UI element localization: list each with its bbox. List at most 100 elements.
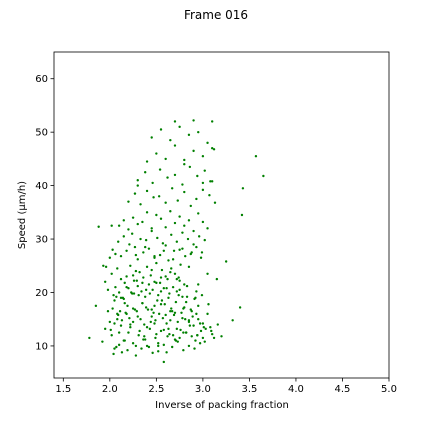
scatter-point xyxy=(124,311,127,314)
scatter-point xyxy=(216,323,219,326)
scatter-point xyxy=(159,276,163,279)
scatter-point xyxy=(131,274,135,277)
scatter-point xyxy=(149,320,152,324)
scatter-point xyxy=(148,292,152,295)
x-axis-label: Inverse of packing fraction xyxy=(155,400,289,411)
scatter-point xyxy=(158,168,162,171)
scatter-point xyxy=(206,272,209,275)
scatter-point xyxy=(123,301,126,305)
scatter-point xyxy=(145,189,149,193)
scatter-point xyxy=(169,138,172,142)
scatter-point xyxy=(135,279,139,282)
scatter-point xyxy=(181,183,184,186)
scatter-point xyxy=(206,227,209,230)
scatter-point xyxy=(115,295,118,298)
scatter-point xyxy=(136,179,139,182)
scatter-point xyxy=(193,347,196,350)
scatter-point xyxy=(195,245,198,249)
scatter-point xyxy=(152,196,155,199)
scatter-point xyxy=(110,224,113,227)
scatter-point xyxy=(172,249,176,253)
scatter-point xyxy=(131,342,135,345)
scatter-point xyxy=(173,144,177,147)
scatter-point xyxy=(136,184,139,187)
scatter-point xyxy=(110,334,113,337)
scatter-point xyxy=(161,316,165,320)
scatter-point xyxy=(192,119,195,122)
scatter-point xyxy=(178,336,181,340)
scatter-point xyxy=(122,219,125,222)
scatter-point xyxy=(147,247,151,250)
scatter-point xyxy=(113,299,116,302)
scatter-point xyxy=(167,259,170,262)
scatter-point xyxy=(162,287,166,290)
scatter-point xyxy=(201,181,205,185)
scatter-point xyxy=(177,293,180,297)
scatter-point xyxy=(159,303,163,306)
scatter-point xyxy=(197,283,200,286)
scatter-point xyxy=(241,187,245,190)
scatter-point xyxy=(133,308,137,311)
scatter-point xyxy=(127,287,130,290)
scatter-point xyxy=(106,288,110,292)
scatter-point xyxy=(192,243,195,246)
scatter-point xyxy=(119,296,123,300)
scatter-point xyxy=(201,322,205,325)
scatter-point xyxy=(151,351,154,355)
scatter-point xyxy=(195,197,198,201)
scatter-point xyxy=(206,141,209,145)
scatter-point xyxy=(220,335,223,338)
scatter-point xyxy=(168,332,171,336)
scatter-point xyxy=(262,174,265,178)
scatter-point xyxy=(179,328,182,332)
scatter-point xyxy=(143,171,147,174)
scatter-point xyxy=(181,316,184,320)
scatter-point xyxy=(210,332,214,336)
scatter-point xyxy=(112,352,115,356)
scatter-point xyxy=(197,318,200,321)
scatter-point xyxy=(210,329,213,333)
scatter-point xyxy=(112,293,115,297)
scatter-point xyxy=(132,292,136,295)
scatter-point xyxy=(209,326,212,329)
x-tick-label: 4.5 xyxy=(335,384,351,395)
scatter-point xyxy=(210,120,214,123)
scatter-point xyxy=(146,308,150,311)
scatter-point xyxy=(240,213,244,217)
scatter-point xyxy=(208,194,211,197)
scatter-point xyxy=(131,307,135,310)
scatter-point xyxy=(143,338,147,341)
scatter-point xyxy=(157,312,161,316)
y-tick-label: 40 xyxy=(35,181,48,192)
scatter-point xyxy=(169,270,172,274)
scatter-point xyxy=(106,310,110,313)
scatter-point xyxy=(131,320,135,324)
scatter-point xyxy=(194,296,197,300)
x-axis-ticks: 1.5 2.0 2.5 3.0 3.5 4.0 4.5 5.0 xyxy=(55,378,397,395)
scatter-point xyxy=(145,326,149,329)
scatter-point xyxy=(192,149,195,153)
scatter-point xyxy=(162,249,166,253)
scatter-point xyxy=(171,334,175,337)
scatter-point xyxy=(176,340,179,343)
scatter-point xyxy=(141,301,144,305)
scatter-point xyxy=(195,312,198,316)
scatter-point xyxy=(127,331,130,334)
scatter-point xyxy=(203,169,206,172)
scatter-point xyxy=(168,292,171,295)
scatter-point xyxy=(143,323,146,326)
scatter-point xyxy=(122,235,125,238)
scatter-point xyxy=(164,275,167,278)
scatter-point xyxy=(187,219,191,222)
scatter-point xyxy=(129,264,132,267)
x-tick-label: 5.0 xyxy=(381,384,397,395)
scatter-point xyxy=(147,345,151,349)
scatter-point xyxy=(117,224,121,227)
scatter-point xyxy=(138,329,141,333)
scatter-point xyxy=(125,249,128,253)
scatter-point xyxy=(144,306,148,309)
y-axis-ticks: 10 20 30 40 50 60 xyxy=(35,74,54,352)
scatter-point xyxy=(184,318,187,321)
